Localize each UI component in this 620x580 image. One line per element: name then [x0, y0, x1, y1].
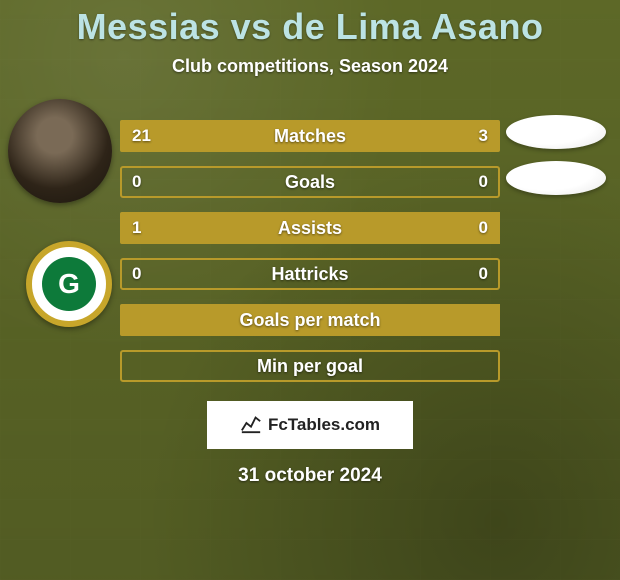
branding-box: FcTables.com	[207, 401, 413, 449]
stat-bar: Matches21 3	[120, 120, 500, 152]
right-player-col	[500, 205, 620, 251]
left-player-col: G	[0, 251, 120, 297]
stat-bar: Goals per match	[120, 304, 500, 336]
chart-icon	[240, 412, 262, 439]
stat-label: Hattricks	[120, 258, 500, 290]
stat-label: Min per goal	[120, 350, 500, 382]
stat-bar: Hattricks0 0	[120, 258, 500, 290]
stat-value-left: 0	[132, 166, 141, 198]
stats-container: Matches213Goals00Assists10GHattricks00Go…	[0, 113, 620, 389]
branding-text: FcTables.com	[268, 415, 380, 435]
stat-value-left: 0	[132, 258, 141, 290]
stat-label: Goals	[120, 166, 500, 198]
stat-value-right: 0	[479, 258, 488, 290]
date-text: 31 october 2024	[0, 465, 620, 487]
stat-row: GHattricks0 0	[0, 251, 620, 297]
stat-label: Assists	[120, 212, 500, 244]
right-player-col	[500, 251, 620, 297]
player-right-avatar	[506, 161, 606, 195]
stat-label: Matches	[120, 120, 500, 152]
club-badge: G	[26, 241, 112, 327]
left-player-col	[0, 113, 120, 159]
player-right-avatar	[506, 115, 606, 149]
stat-value-left: 21	[132, 120, 151, 152]
stat-value-right: 3	[479, 120, 488, 152]
stat-value-right: 0	[479, 212, 488, 244]
stat-bar: Goals0 0	[120, 166, 500, 198]
page-subtitle: Club competitions, Season 2024	[0, 56, 620, 77]
stat-bar: Min per goal	[120, 350, 500, 382]
stat-label: Goals per match	[120, 304, 500, 336]
player-left-avatar	[8, 99, 112, 203]
stat-value-left: 1	[132, 212, 141, 244]
page-title: Messias vs de Lima Asano	[0, 0, 620, 48]
stat-row: Min per goal	[0, 343, 620, 389]
stat-bar: Assists1 0	[120, 212, 500, 244]
right-player-col	[500, 297, 620, 343]
left-player-col	[0, 343, 120, 389]
right-player-col	[500, 343, 620, 389]
stat-row: Matches21 3	[0, 113, 620, 159]
right-player-col	[500, 159, 620, 205]
stat-row: Assists1 0	[0, 205, 620, 251]
right-player-col	[500, 113, 620, 159]
club-badge-letter: G	[42, 257, 96, 311]
stat-value-right: 0	[479, 166, 488, 198]
